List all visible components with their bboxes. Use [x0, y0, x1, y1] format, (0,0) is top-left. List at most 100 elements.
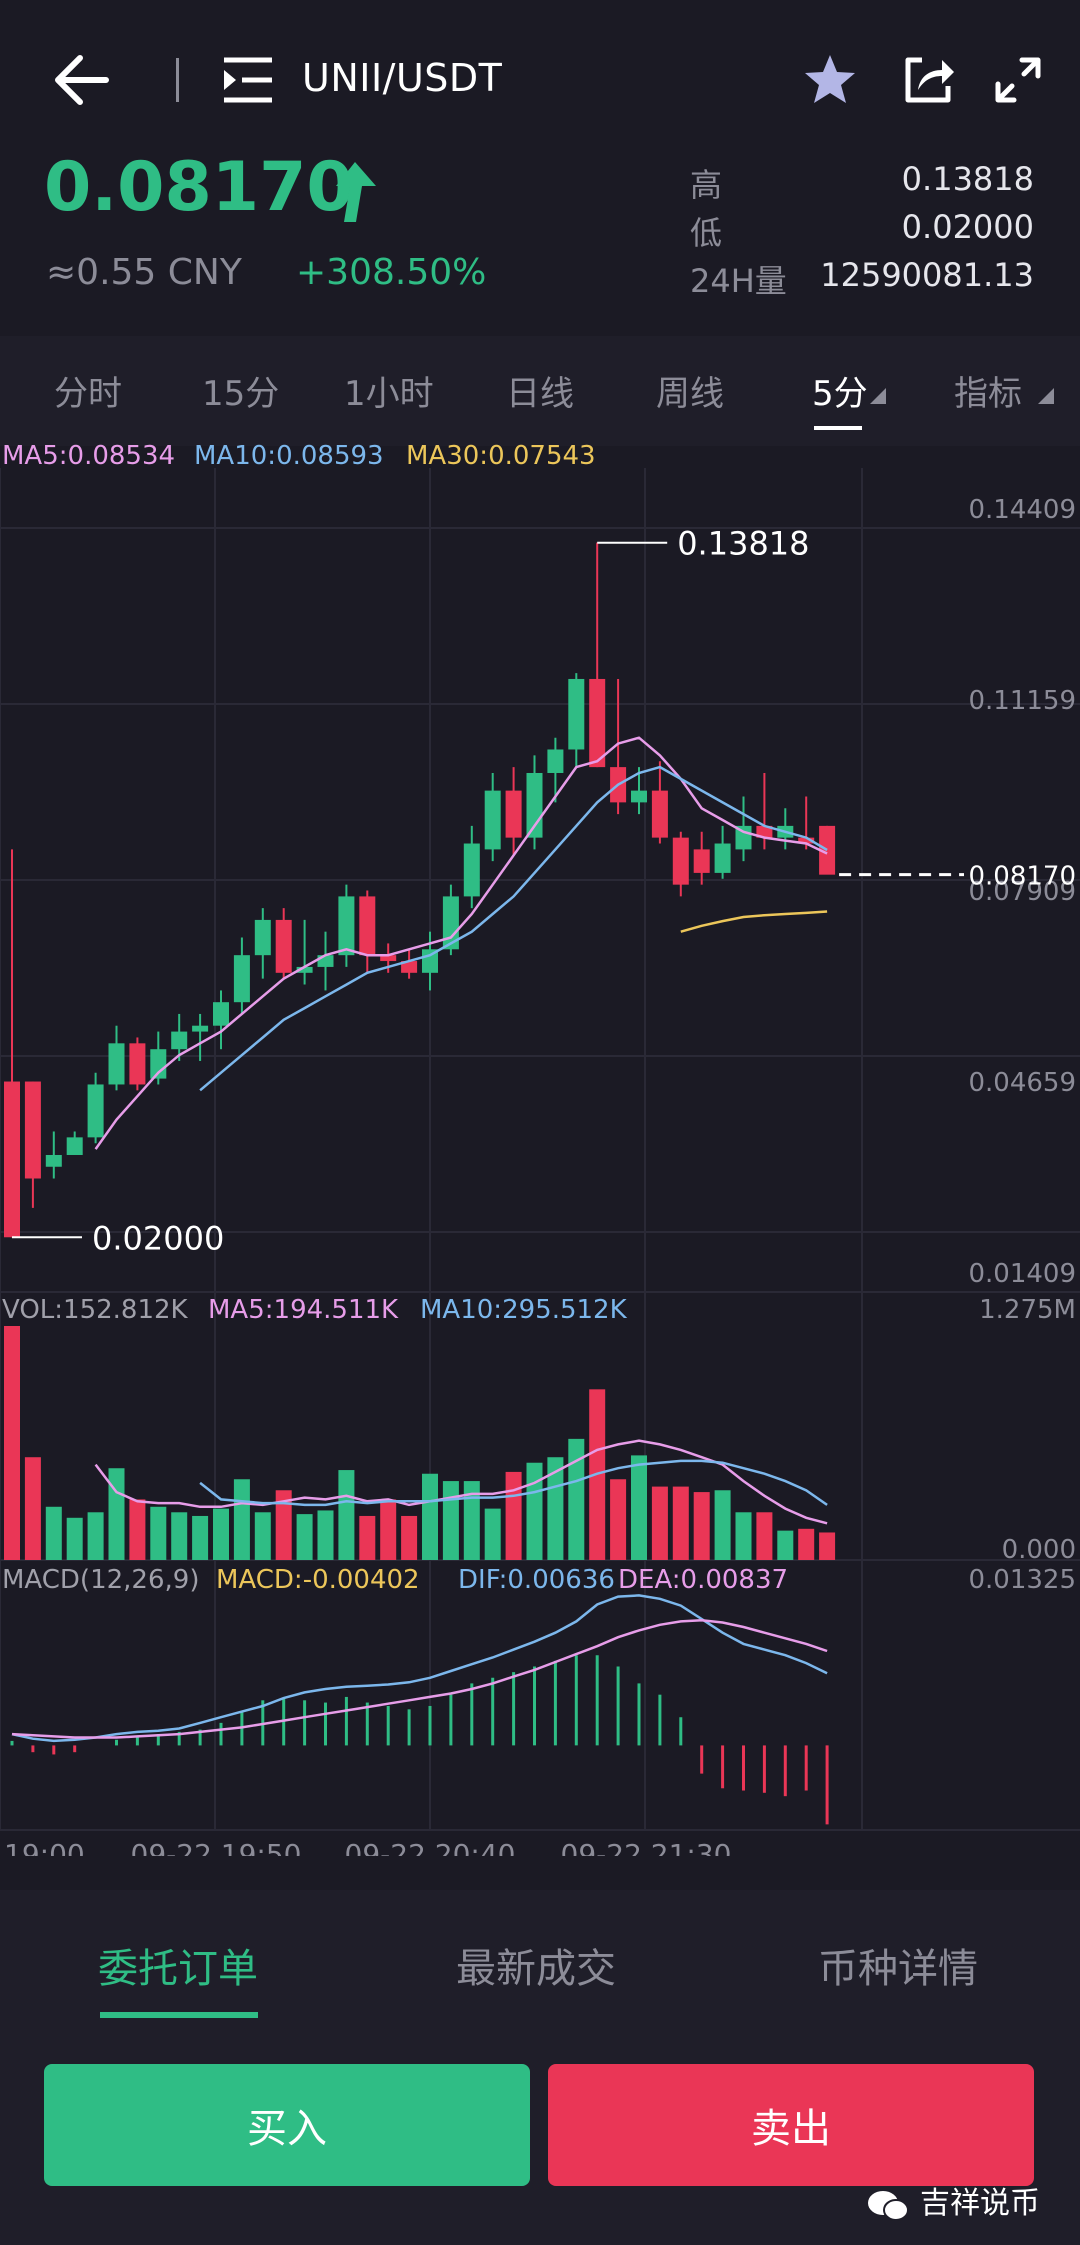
volume-bar: [213, 1508, 229, 1560]
tab-timeshare[interactable]: 分时: [54, 374, 122, 414]
current-price-label: 0.08170: [968, 862, 1076, 892]
macd-dea-line: [11, 1618, 828, 1739]
sell-button[interactable]: 卖出: [548, 2064, 1034, 2186]
volume-bar: [45, 1506, 62, 1560]
tab-week[interactable]: 周线: [656, 374, 724, 414]
macd-legend-dif: DIF:0.00636: [458, 1565, 615, 1595]
share-icon[interactable]: [900, 50, 956, 106]
tab-indicators[interactable]: 指标: [954, 374, 1022, 414]
volume-bar: [108, 1468, 125, 1560]
vol-legend: VOL:152.812K: [2, 1295, 189, 1325]
volume-bar: [24, 1457, 41, 1560]
tab-coin-details[interactable]: 币种详情: [818, 1946, 978, 1992]
tab-15m[interactable]: 15分: [202, 374, 280, 414]
candle-body: [631, 790, 647, 803]
volume-bar: [547, 1457, 564, 1560]
candle-body: [171, 1031, 188, 1050]
fullscreen-icon[interactable]: [994, 56, 1042, 104]
back-arrow-icon[interactable]: [52, 52, 112, 108]
tab-1h[interactable]: 1小时: [344, 374, 434, 414]
tab-orders[interactable]: 委托订单: [98, 1946, 258, 1992]
active-tab-indicator: [100, 2012, 258, 2018]
volume-bar: [651, 1486, 668, 1560]
vol-ma10-line: [199, 1459, 828, 1507]
volume-bar: [4, 1326, 20, 1560]
kline-chart[interactable]: MA5:0.08534 MA10:0.08593 MA30:0.07543 0.144…: [0, 436, 1080, 1856]
volume-bar: [422, 1473, 438, 1560]
candle-body: [568, 678, 585, 750]
candle-body: [547, 749, 564, 773]
trade-actions: 买入 卖出: [0, 2020, 1080, 2245]
up-arrow-icon: [336, 162, 376, 222]
volume-bar: [359, 1515, 376, 1560]
stat-volume-value: 12590081.13: [820, 256, 1034, 294]
volume-bar: [66, 1517, 83, 1560]
price-axis-label: 0.04659: [968, 1068, 1076, 1098]
price-axis-label: 0.07909: [968, 877, 1076, 907]
menu-list-icon[interactable]: [222, 56, 274, 104]
volume-bar: [254, 1512, 271, 1560]
macd-dif-line: [11, 1594, 828, 1743]
stat-low-value: 0.02000: [901, 208, 1034, 246]
candle-body: [87, 1084, 104, 1138]
candle-body: [192, 1025, 209, 1032]
chart-labels: MA5:0.08534 MA10:0.08593 MA30:0.07543 0.144…: [2, 441, 1076, 1856]
volume-bar: [693, 1492, 710, 1560]
tab-day[interactable]: 日线: [506, 374, 574, 414]
star-icon[interactable]: [802, 52, 858, 106]
volume-bar: [442, 1481, 459, 1560]
divider: [176, 58, 179, 102]
volume-bar: [296, 1514, 313, 1560]
candle-body: [756, 825, 773, 838]
volume-bar: [798, 1528, 815, 1560]
vol-ma5-legend: MA5:194.511K: [208, 1295, 399, 1325]
price-axis-label: 0.01409: [968, 1259, 1076, 1289]
stat-high-value: 0.13818: [901, 160, 1034, 198]
volume-bar: [463, 1481, 480, 1560]
candle-body: [45, 1154, 62, 1167]
price-cny: ≈0.55 CNY: [46, 252, 242, 293]
candle-body: [213, 1002, 229, 1026]
tab-latest-trades[interactable]: 最新成交: [456, 1946, 616, 1992]
candle-body: [819, 825, 836, 875]
candle-body: [317, 955, 334, 967]
x-axis-label: 09-22 21:30: [561, 1838, 732, 1856]
ma10-line: [199, 765, 828, 1092]
stat-low-label: 低: [690, 214, 723, 252]
vol-ma5-line: [94, 1439, 828, 1525]
tab-5m[interactable]: 5分: [812, 374, 868, 414]
volume-bar: [380, 1499, 397, 1560]
chart-grid: [0, 468, 1080, 1831]
volume-bar: [735, 1512, 752, 1560]
buy-button[interactable]: 买入: [44, 2064, 530, 2186]
candle-body: [150, 1049, 167, 1079]
volume-bar: [568, 1438, 585, 1560]
candle-body: [129, 1043, 146, 1085]
candle-body: [672, 837, 689, 885]
volume-bar: [756, 1512, 773, 1560]
high-marker-label: 0.13818: [677, 525, 809, 563]
volume-bar: [171, 1512, 188, 1560]
volume-bar: [777, 1530, 794, 1560]
candle-body: [505, 790, 522, 838]
macd-panel: [10, 1594, 829, 1825]
candle-body: [254, 919, 271, 956]
pair-title[interactable]: UNII/USDT: [302, 56, 503, 100]
vol-ma10-legend: MA10:295.512K: [420, 1295, 628, 1325]
candle-body: [359, 896, 376, 956]
last-price: 0.08170: [44, 148, 354, 227]
price-axis-label: 0.11159: [968, 686, 1076, 716]
volume-bar: [714, 1490, 731, 1560]
bottom-tabs: 委托订单 最新成交 币种详情: [0, 1890, 1080, 2020]
low-marker-label: 0.02000: [92, 1219, 224, 1257]
stat-high-label: 高: [690, 166, 723, 204]
candle-body: [714, 843, 731, 873]
candle-body: [651, 790, 668, 838]
ma-lines: [94, 736, 828, 1150]
macd-legend-dea: DEA:0.00837: [618, 1565, 788, 1595]
candle-body: [484, 790, 501, 850]
volume-bar: [275, 1490, 292, 1560]
dropdown-triangle-icon: [870, 388, 886, 404]
x-axis-label: 09-22 19:50: [131, 1838, 302, 1856]
volume-bar: [338, 1470, 355, 1560]
